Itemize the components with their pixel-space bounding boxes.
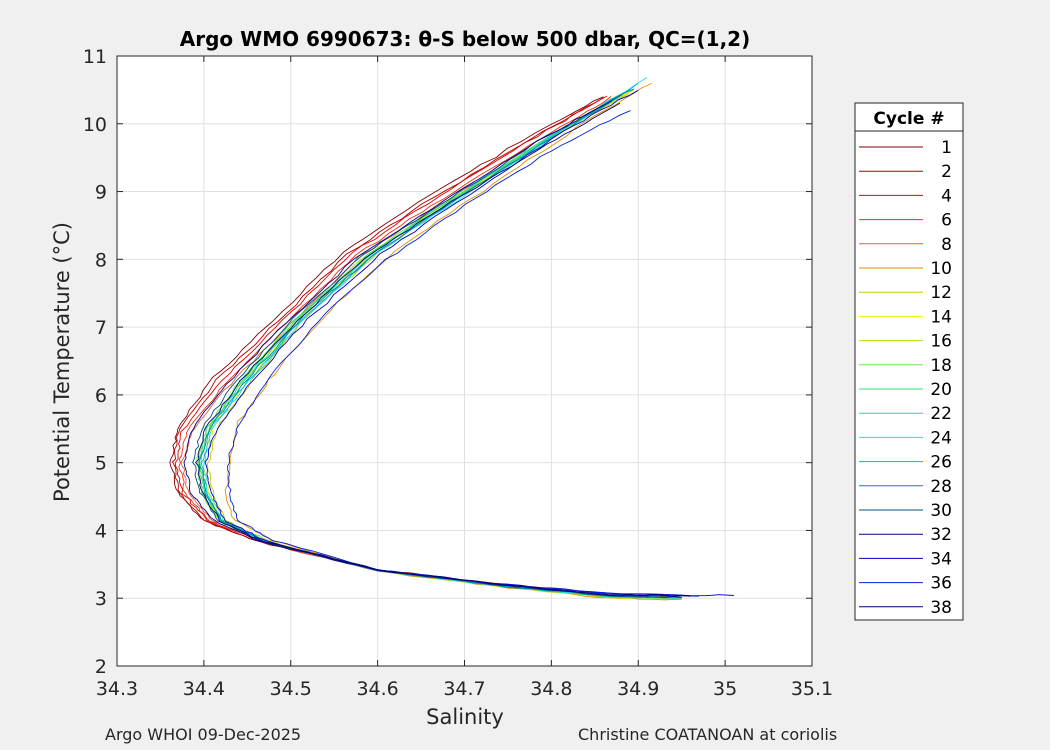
x-tick-label: 34.4 [183, 678, 225, 700]
x-axis-ticks: 34.3 34.4 34.5 34.6 34.7 34.8 34.9 35 35.1 [96, 56, 833, 700]
y-tick-label: 3 [95, 588, 107, 610]
footer-right: Christine COATANOAN at coriolis [578, 725, 838, 744]
y-tick-label: 9 [95, 182, 107, 204]
x-tick-label: 35.1 [791, 678, 833, 700]
legend-label: 22 [930, 404, 952, 424]
y-tick-label: 4 [95, 520, 107, 542]
y-axis-label: Potential Temperature (°C) [50, 222, 74, 502]
y-tick-label: 7 [95, 317, 107, 339]
legend-label: 36 [930, 574, 952, 594]
y-tick-label: 8 [95, 249, 107, 271]
y-tick-label: 10 [83, 114, 107, 136]
legend: Cycle # 12468101214161820222426283032343… [854, 102, 964, 621]
legend-label: 30 [930, 501, 952, 521]
legend-label: 32 [930, 525, 952, 545]
legend-label: 1 [941, 138, 952, 158]
x-tick-label: 34.3 [96, 678, 138, 700]
x-tick-label: 34.9 [617, 678, 659, 700]
y-tick-label: 5 [95, 453, 107, 475]
legend-label: 26 [930, 453, 952, 473]
legend-label: 6 [941, 211, 952, 231]
y-tick-label: 6 [95, 385, 107, 407]
x-tick-label: 34.7 [443, 678, 485, 700]
legend-label: 2 [941, 162, 952, 182]
x-tick-label: 34.5 [270, 678, 312, 700]
legend-label: 10 [930, 259, 952, 279]
legend-label: 16 [930, 332, 952, 352]
legend-label: 34 [930, 549, 952, 569]
legend-title: Cycle # [873, 109, 944, 129]
y-axis-ticks: 2 3 4 5 6 7 8 9 10 11 [83, 46, 812, 678]
x-tick-label: 35 [713, 678, 737, 700]
legend-label: 14 [930, 307, 952, 327]
series-curves [169, 77, 734, 601]
x-tick-label: 34.6 [356, 678, 398, 700]
legend-label: 20 [930, 380, 952, 400]
legend-label: 38 [930, 598, 952, 618]
legend-label: 12 [930, 283, 952, 303]
legend-label: 8 [941, 235, 952, 255]
legend-label: 28 [930, 477, 952, 497]
legend-label: 24 [930, 428, 952, 448]
y-tick-label: 11 [83, 46, 107, 68]
chart-title: Argo WMO 6990673: θ-S below 500 dbar, QC… [180, 27, 750, 51]
footer-left: Argo WHOI 09-Dec-2025 [105, 725, 302, 744]
legend-label: 18 [930, 356, 952, 376]
x-tick-label: 34.8 [530, 678, 572, 700]
y-tick-label: 2 [95, 656, 107, 678]
series-line-cycle-38 [195, 102, 691, 597]
x-axis-label: Salinity [426, 705, 504, 729]
legend-label: 4 [941, 186, 952, 206]
